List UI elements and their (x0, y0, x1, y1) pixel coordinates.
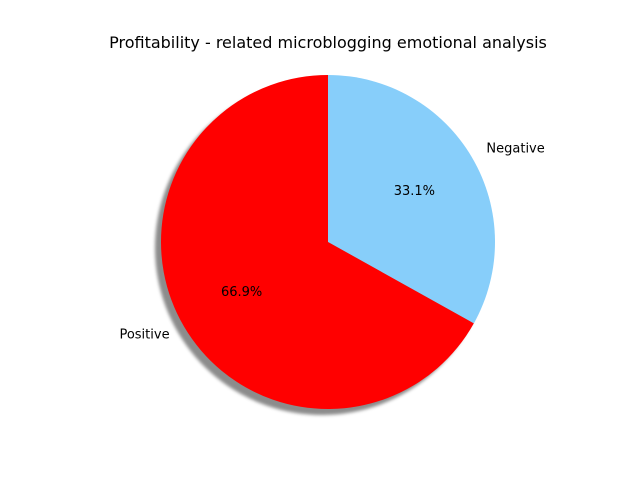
pie-percent-label-negative: 33.1% (394, 184, 435, 199)
pie-percent-label-positive: 66.9% (221, 285, 262, 300)
pie-slice-positive (161, 75, 474, 409)
pie-category-label-negative: Negative (486, 141, 544, 156)
pie-slice-layer (161, 75, 495, 409)
pie-category-label-positive: Positive (119, 328, 169, 343)
chart-title: Profitability - related microblogging em… (109, 33, 547, 52)
pie-label-layer: 33.1% Negative 66.9% Positive (119, 141, 544, 342)
pie-slice-negative (328, 75, 495, 324)
